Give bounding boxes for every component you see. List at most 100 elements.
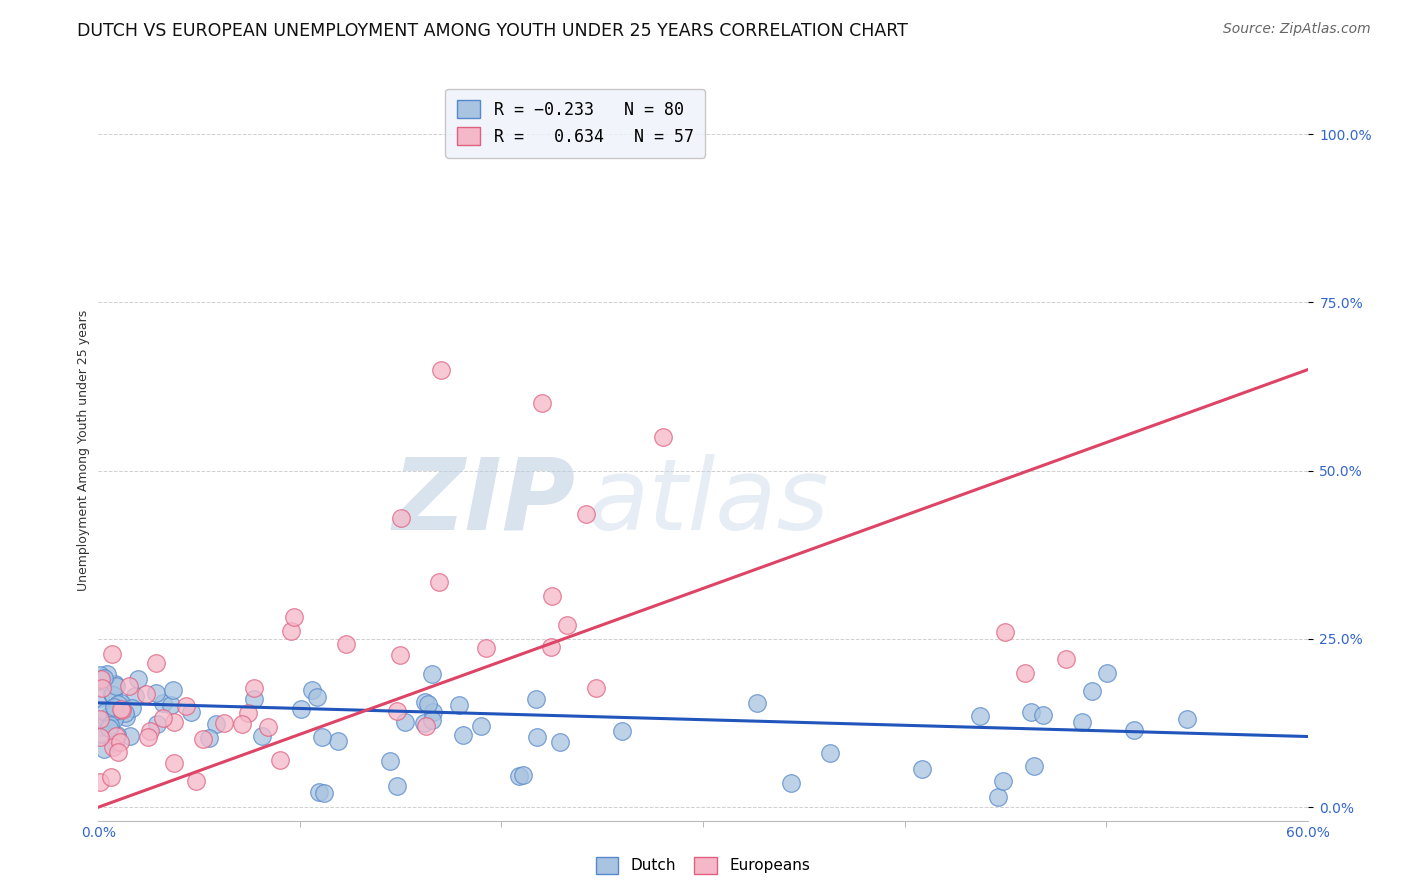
Point [911,762,934,776]
Point [105,679,128,693]
Point [1080,684,1102,698]
Point [180,706,202,720]
Point [1032,707,1054,722]
Point [90,673,112,687]
Point [186,773,208,788]
Point [540,589,562,603]
Point [378,754,401,768]
Point [98,707,121,722]
Text: DUTCH VS EUROPEAN UNEMPLOYMENT AMONG YOUTH UNDER 25 YEARS CORRELATION CHART: DUTCH VS EUROPEAN UNEMPLOYMENT AMONG YOU… [77,22,908,40]
Point [107,745,129,759]
Point [163,756,186,770]
Point [969,709,991,723]
Point [238,706,260,720]
Point [994,625,1017,640]
Point [101,688,124,702]
Point [118,729,141,743]
Point [1122,723,1144,738]
Point [447,698,470,713]
Point [93,671,115,685]
Point [101,688,124,702]
Point [305,690,328,704]
Point [389,648,412,663]
Point [1175,712,1198,726]
Point [89,730,111,744]
Point [152,711,174,725]
Point [987,790,1010,805]
Point [105,729,128,743]
Point [540,640,562,655]
Point [89,774,111,789]
Point [416,698,439,712]
Point [993,773,1015,788]
Text: Source: ZipAtlas.com: Source: ZipAtlas.com [1223,22,1371,37]
Point [530,396,553,410]
Legend: Dutch, Europeans: Dutch, Europeans [589,851,817,880]
Point [326,734,349,748]
Point [385,779,408,793]
Point [111,703,134,717]
Point [526,730,548,744]
Point [413,716,436,731]
Point [94,711,117,725]
Point [420,667,443,681]
Point [818,746,841,760]
Point [104,736,127,750]
Point [301,683,323,698]
Point [127,672,149,686]
Point [745,696,768,710]
Point [204,717,226,731]
Point [415,719,437,733]
Point [548,735,571,749]
Point [101,647,124,661]
Point [1097,665,1119,680]
Point [198,731,221,745]
Point [118,679,141,693]
Point [257,720,280,734]
Point [512,768,534,782]
Point [780,776,803,790]
Point [145,716,167,731]
Point [524,691,547,706]
Point [110,702,132,716]
Point [290,702,312,716]
Point [138,731,160,745]
Point [93,742,115,756]
Point [555,617,578,632]
Point [90,681,112,695]
Point [114,706,136,720]
Point [162,682,184,697]
Point [103,712,125,726]
Point [389,510,412,524]
Point [311,730,333,744]
Point [107,697,129,711]
Y-axis label: Unemployment Among Youth under 25 years: Unemployment Among Youth under 25 years [77,310,90,591]
Point [108,734,131,748]
Point [280,624,302,638]
Point [1014,665,1036,680]
Point [89,668,111,682]
Point [163,715,186,730]
Point [94,705,117,719]
Point [89,712,111,726]
Point [269,752,291,766]
Text: atlas: atlas [588,454,830,550]
Point [651,430,673,444]
Point [115,710,138,724]
Point [145,686,167,700]
Point [231,717,253,731]
Point [139,724,162,739]
Point [610,724,633,739]
Point [89,691,111,706]
Point [135,687,157,701]
Point [98,721,121,735]
Point [422,705,444,719]
Point [160,698,183,712]
Point [420,713,443,727]
Point [250,729,273,743]
Point [394,715,416,730]
Point [124,689,146,703]
Point [110,697,132,711]
Point [103,700,125,714]
Point [415,694,437,708]
